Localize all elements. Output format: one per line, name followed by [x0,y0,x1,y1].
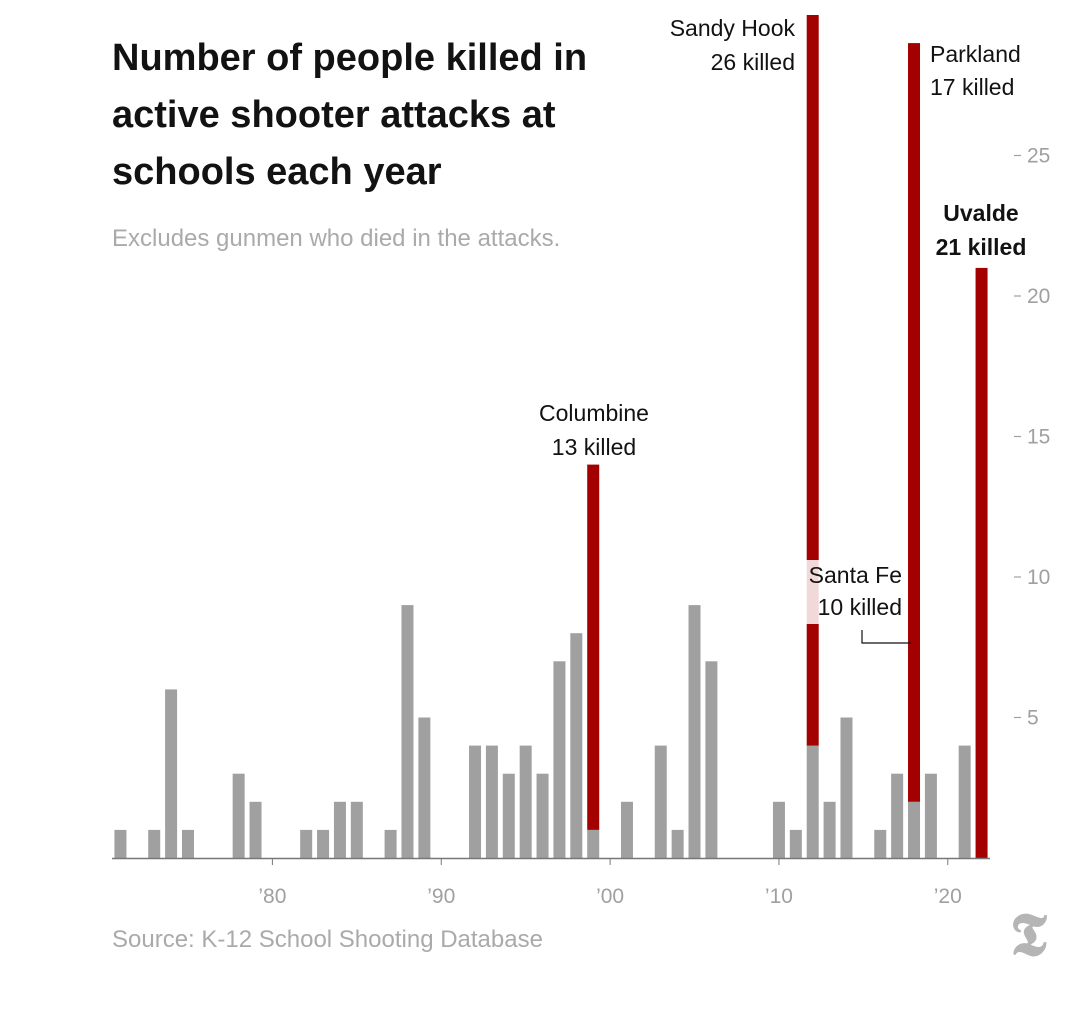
bar-1995-other [519,745,532,858]
bar-1984-other [333,801,346,858]
bar-1974-other [165,689,178,858]
bar-1979-other [249,801,262,858]
annotation-parkland-name: Parkland [930,41,1021,67]
x-tick-label: ’90 [427,885,455,908]
bar-2003-other [654,745,667,858]
bar-1996-other [536,773,549,858]
bar-2018-highlight [908,43,921,802]
bars-group [114,15,988,858]
bar-1999-highlight [587,464,600,830]
bar-1988-other [401,605,414,858]
x-tick-label: ’20 [934,885,962,908]
bar-2012-highlight [806,15,819,746]
annotation-santa-fe: Santa Fe 10 killed [798,560,911,644]
bar-1978-other [232,773,245,858]
annotation-sandy-hook-name: Sandy Hook [670,15,796,41]
bar-2016-other [874,829,887,858]
bar-1998-other [570,633,583,858]
bar-2004-other [671,829,684,858]
bar-2011-other [789,829,802,858]
annotation-parkland-count: 17 killed [930,74,1014,100]
x-tick-label: ’10 [765,885,793,908]
source-note: Source: K-12 School Shooting Database [112,926,543,953]
annotation-leader-line [861,630,911,644]
bar-1985-other [350,801,363,858]
nyt-logo-icon: 𝕿 [1010,902,1047,968]
annotation-columbine-count: 13 killed [552,434,636,460]
x-tick-label: ’00 [596,885,624,908]
bar-1989-other [418,717,431,858]
annotations-group: Columbine 13 killed Sandy Hook 26 killed Par… [539,15,1027,644]
bar-1973-other [148,829,161,858]
bar-2001-other [620,801,633,858]
bar-2021-other [958,745,971,858]
y-tick-label: 10 [1027,566,1050,589]
bar-2005-other [688,605,701,858]
annotation-sandy-hook: Sandy Hook 26 killed [670,15,796,75]
bar-1971-other [114,829,127,858]
bar-2019-other [924,773,937,858]
bar-1994-other [502,773,515,858]
annotation-uvalde-name: Uvalde [943,200,1018,226]
bar-2018-other [908,801,921,858]
annotation-background [798,560,906,624]
bar-2012-other [806,745,819,858]
annotation-parkland: Parkland 17 killed [930,41,1021,100]
x-tick-label: ’80 [258,885,286,908]
annotation-uvalde-count: 21 killed [936,234,1027,260]
bar-1992-other [469,745,482,858]
bar-1983-other [317,829,330,858]
axes-group: ’80 ’90 ’00 ’10 ’20 5 10 15 20 25 [112,145,1050,908]
annotation-uvalde: Uvalde 21 killed [936,200,1027,260]
chart-subtitle: Excludes gunmen who died in the attacks. [112,225,561,252]
y-tick-label: 20 [1027,285,1050,308]
bar-1982-other [300,829,313,858]
chart-title: Number of people killed in active shoote… [112,37,588,193]
bar-2010-other [772,801,785,858]
annotation-sandy-hook-count: 26 killed [711,49,795,75]
bar-1975-other [181,829,194,858]
annotation-columbine: Columbine 13 killed [539,400,649,460]
annotation-santa-fe-name: Santa Fe [809,562,902,588]
bar-1987-other [384,829,397,858]
bar-2022-highlight [975,267,988,858]
bar-2013-other [823,801,836,858]
bar-1999-other [587,829,600,858]
y-tick-label: 5 [1027,707,1039,730]
bar-2014-other [840,717,853,858]
bar-2006-other [705,661,718,858]
bar-2017-other [891,773,904,858]
y-tick-label: 25 [1027,145,1050,168]
y-tick-label: 15 [1027,426,1050,449]
annotation-columbine-name: Columbine [539,400,649,426]
bar-1997-other [553,661,566,858]
bar-1993-other [485,745,498,858]
annotation-santa-fe-count: 10 killed [818,594,902,620]
